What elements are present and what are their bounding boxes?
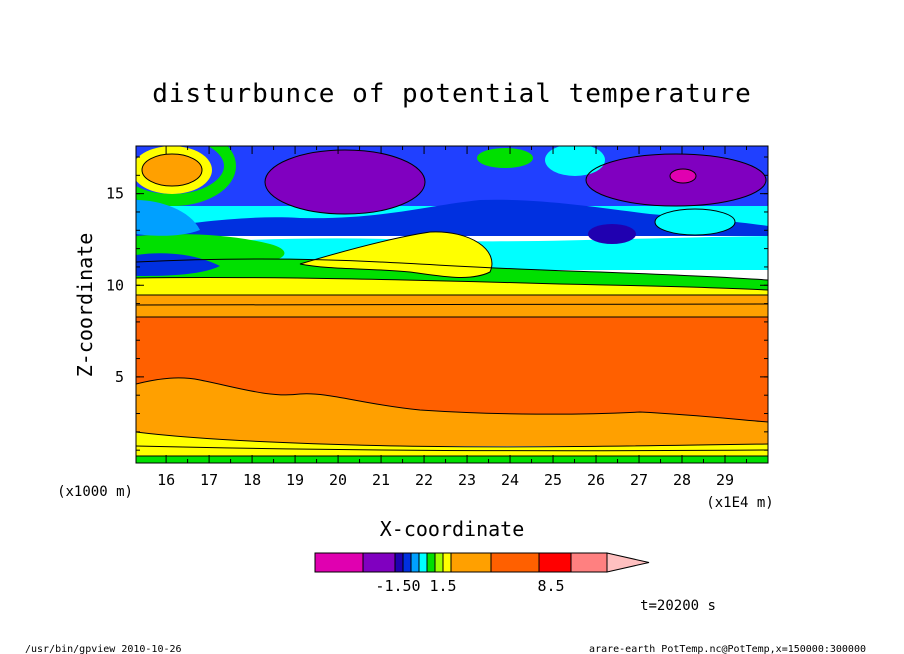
colorbar-tick-label: 1.5 <box>429 577 456 595</box>
colorbar-segment <box>402 552 412 573</box>
blob-purple-left <box>265 150 425 214</box>
axis-ticks <box>136 146 768 463</box>
x-tick-label: 28 <box>673 471 691 489</box>
footer-right: arare-earth_PotTemp.nc@PotTemp,x=150000:… <box>589 644 866 654</box>
colorbar-segment <box>538 552 572 573</box>
contour-plot-area <box>136 146 768 463</box>
y-axis-label: Z-coordinate <box>73 233 97 378</box>
colorbar-segment <box>426 552 436 573</box>
colorbar-arrow <box>606 552 650 573</box>
x-tick-label: 27 <box>630 471 648 489</box>
colorbar-segment <box>394 552 404 573</box>
blob-magenta-peak <box>670 169 696 183</box>
band-yellow-lower <box>136 432 768 458</box>
colorbar-segment <box>362 552 396 573</box>
chart-title: disturbunce of potential temperature <box>152 79 752 109</box>
blob-green-top-mid <box>477 148 533 168</box>
x-scale-label: (x1E4 m) <box>706 495 773 511</box>
x-tick-label: 25 <box>544 471 562 489</box>
blob-cyan-top-right <box>545 146 605 176</box>
blob-darkblue-right <box>588 224 636 244</box>
blob-blue-left <box>136 253 220 276</box>
colorbar-segment <box>314 552 364 573</box>
y-tick-label: 5 <box>115 368 124 386</box>
blob-yellow-mid <box>300 231 492 278</box>
x-axis-label: X-coordinate <box>380 517 525 541</box>
colorbar-segment <box>570 552 608 573</box>
band-orange-upper <box>136 295 768 319</box>
colorbar-labels: -1.50 1.5 8.5 <box>375 577 564 595</box>
x-tick-label: 20 <box>329 471 347 489</box>
x-tick-label: 23 <box>458 471 476 489</box>
colorbar <box>314 552 650 573</box>
colorbar-tick-label: -1.50 <box>375 577 420 595</box>
y-tick-label: 15 <box>106 185 124 203</box>
x-tick-label: 18 <box>243 471 261 489</box>
x-tick-label: 22 <box>415 471 433 489</box>
blob-green-top-left <box>136 146 236 206</box>
x-tick-label: 24 <box>501 471 519 489</box>
colorbar-segment <box>418 552 428 573</box>
x-tick-label: 29 <box>716 471 734 489</box>
band-green-lower <box>136 456 768 463</box>
time-label: t=20200 s <box>640 598 716 614</box>
y-tick-label: 10 <box>106 276 124 294</box>
contour-lines <box>136 149 768 457</box>
x-tick-label: 19 <box>286 471 304 489</box>
blob-cyan-left <box>136 200 200 236</box>
x-tick-label: 16 <box>157 471 175 489</box>
blob-cyan-right <box>655 209 735 235</box>
x-tick-label: 26 <box>587 471 605 489</box>
band-yellow-upper <box>136 277 768 296</box>
colorbar-segment <box>442 552 452 573</box>
colorbar-segment <box>434 552 444 573</box>
colorbar-segment <box>450 552 492 573</box>
x-tick-labels: 16 17 18 19 20 21 22 23 24 25 26 27 28 29 <box>157 471 734 489</box>
colorbar-segment <box>410 552 420 573</box>
y-tick-labels: 5 10 15 <box>106 185 124 386</box>
y-scale-label: (x1000 m) <box>57 484 133 500</box>
colorbar-segment <box>490 552 540 573</box>
colorbar-tick-label: 8.5 <box>537 577 564 595</box>
x-tick-label: 21 <box>372 471 390 489</box>
blob-orange-left-core <box>142 154 202 186</box>
plot-frame <box>135 145 769 464</box>
footer-left: /usr/bin/gpview 2010-10-26 <box>25 644 182 654</box>
x-tick-label: 17 <box>200 471 218 489</box>
